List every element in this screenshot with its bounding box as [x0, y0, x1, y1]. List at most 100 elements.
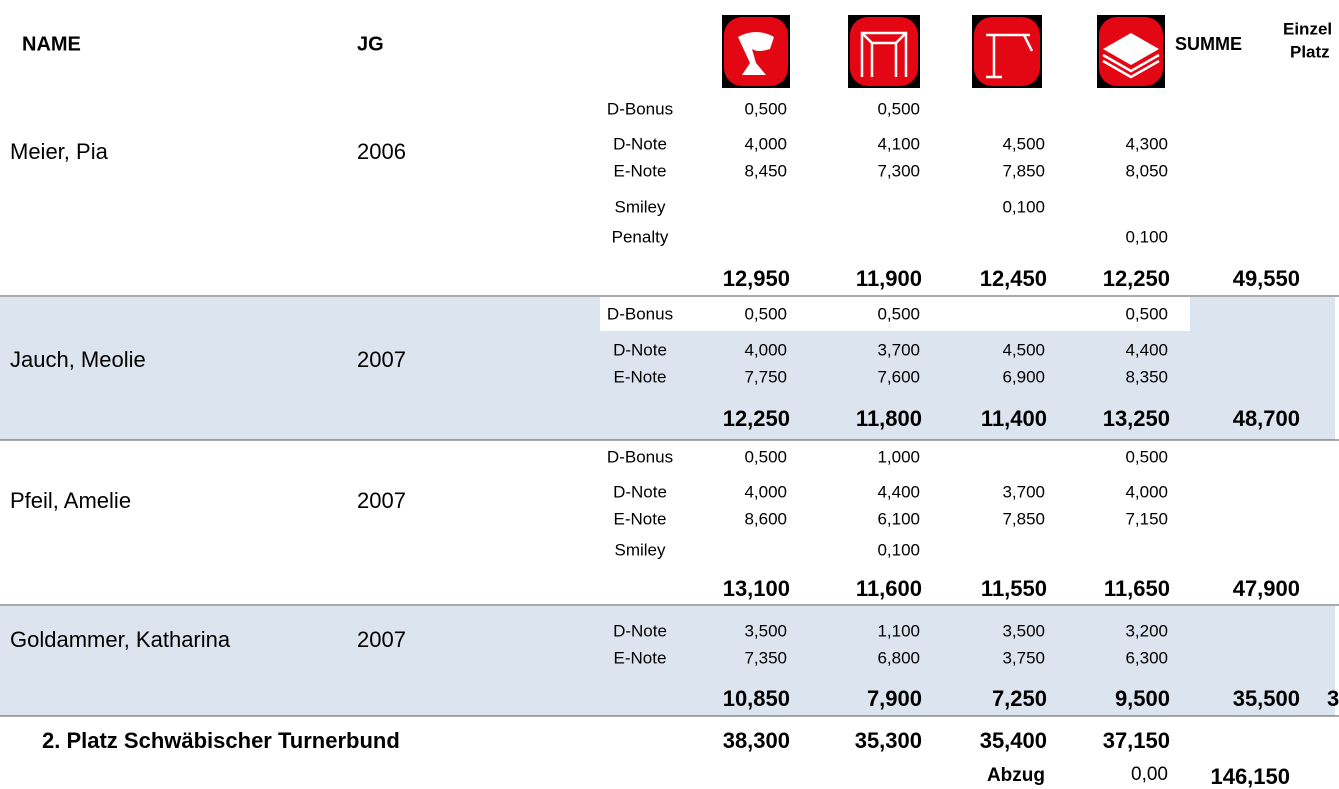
apparatus-total: 11,900	[856, 266, 922, 291]
score-value: 0,500	[1125, 447, 1168, 466]
score-value: 0,100	[877, 540, 920, 559]
score-value: 7,850	[1002, 509, 1045, 528]
athlete-name: Goldammer, Katharina	[10, 627, 231, 652]
score-label: E-Note	[614, 509, 667, 528]
score-value: 3,200	[1125, 621, 1168, 640]
athlete-year: 2007	[357, 627, 406, 652]
apparatus-total: 13,100	[723, 576, 790, 601]
header-einzel: Einzel	[1283, 19, 1332, 38]
beam-icon	[972, 15, 1042, 88]
score-value: 0,100	[1125, 227, 1168, 246]
header-summe: SUMME	[1175, 34, 1242, 54]
score-value: 8,050	[1125, 161, 1168, 180]
bars-icon	[848, 15, 920, 88]
score-value: 0,500	[744, 99, 787, 118]
athlete-name: Jauch, Meolie	[10, 347, 146, 372]
score-value: 0,500	[744, 447, 787, 466]
athlete-year: 2006	[357, 139, 406, 164]
team-name: 2. Platz Schwäbischer Turnerbund	[42, 728, 400, 753]
score-label: D-Note	[613, 134, 667, 153]
score-value: 3,500	[1002, 621, 1045, 640]
score-value: 4,300	[1125, 134, 1168, 153]
apparatus-total: 11,400	[981, 406, 1047, 431]
athlete-sum: 49,550	[1233, 266, 1300, 291]
athlete-sum: 35,500	[1233, 686, 1300, 711]
apparatus-total: 11,600	[856, 576, 922, 601]
apparatus-total: 7,250	[992, 686, 1047, 711]
score-value: 3,500	[744, 621, 787, 640]
score-value: 1,100	[877, 621, 920, 640]
team-apparatus-total: 37,150	[1103, 728, 1170, 753]
score-value: 0,500	[877, 99, 920, 118]
athlete-year: 2007	[357, 488, 406, 513]
score-value: 4,000	[744, 482, 787, 501]
apparatus-total: 11,650	[1104, 576, 1170, 601]
athlete-place: 3	[1327, 686, 1339, 711]
apparatus-total: 10,850	[723, 686, 790, 711]
vault-icon	[722, 15, 790, 88]
team-apparatus-total: 35,400	[980, 728, 1047, 753]
score-label: Penalty	[612, 227, 669, 246]
score-label: D-Note	[613, 482, 667, 501]
floor-icon	[1097, 15, 1165, 88]
score-label: D-Bonus	[607, 99, 673, 118]
score-label: D-Bonus	[607, 447, 673, 466]
athlete-sum: 48,700	[1233, 406, 1300, 431]
score-value: 4,500	[1002, 340, 1045, 359]
score-label: E-Note	[614, 367, 667, 386]
apparatus-total: 12,250	[723, 406, 790, 431]
athlete-name: Meier, Pia	[10, 139, 109, 164]
score-label: E-Note	[614, 648, 667, 667]
score-value: 7,150	[1125, 509, 1168, 528]
score-value: 6,900	[1002, 367, 1045, 386]
apparatus-total: 9,500	[1115, 686, 1170, 711]
score-value: 4,400	[1125, 340, 1168, 359]
score-label: D-Note	[613, 621, 667, 640]
score-value: 3,700	[877, 340, 920, 359]
apparatus-total: 11,800	[856, 406, 922, 431]
score-value: 0,100	[1002, 197, 1045, 216]
athlete-name: Pfeil, Amelie	[10, 488, 131, 513]
score-value: 7,850	[1002, 161, 1045, 180]
score-value: 4,100	[877, 134, 920, 153]
score-value: 0,500	[1125, 304, 1168, 323]
apparatus-icons	[722, 15, 1165, 88]
header-platz: Platz	[1290, 42, 1330, 61]
score-value: 0,500	[744, 304, 787, 323]
score-value: 4,400	[877, 482, 920, 501]
team-total: 146,150	[1210, 764, 1290, 789]
apparatus-total: 7,900	[867, 686, 922, 711]
score-value: 1,000	[877, 447, 920, 466]
score-value: 6,100	[877, 509, 920, 528]
score-label: Smiley	[614, 540, 666, 559]
score-label: D-Note	[613, 340, 667, 359]
apparatus-total: 13,250	[1103, 406, 1170, 431]
score-value: 6,300	[1125, 648, 1168, 667]
score-label: E-Note	[614, 161, 667, 180]
score-value: 6,800	[877, 648, 920, 667]
apparatus-total: 11,550	[981, 576, 1047, 601]
score-value: 4,000	[744, 340, 787, 359]
apparatus-total: 12,450	[980, 266, 1047, 291]
score-value: 4,500	[1002, 134, 1045, 153]
score-value: 8,450	[744, 161, 787, 180]
row-band	[0, 606, 1335, 716]
score-value: 7,300	[877, 161, 920, 180]
header-jg: JG	[357, 33, 384, 55]
apparatus-total: 12,950	[723, 266, 790, 291]
apparatus-total: 12,250	[1103, 266, 1170, 291]
score-value: 8,350	[1125, 367, 1168, 386]
score-value: 7,600	[877, 367, 920, 386]
score-label: Smiley	[614, 197, 666, 216]
score-value: 3,750	[1002, 648, 1045, 667]
abzug-label: Abzug	[987, 765, 1045, 786]
abzug-value: 0,00	[1131, 764, 1168, 785]
backgrounds	[0, 295, 1339, 717]
score-value: 0,500	[877, 304, 920, 323]
score-value: 7,750	[744, 367, 787, 386]
row-band-gap	[600, 297, 1190, 331]
athlete-sum: 47,900	[1233, 576, 1300, 601]
score-value: 3,700	[1002, 482, 1045, 501]
